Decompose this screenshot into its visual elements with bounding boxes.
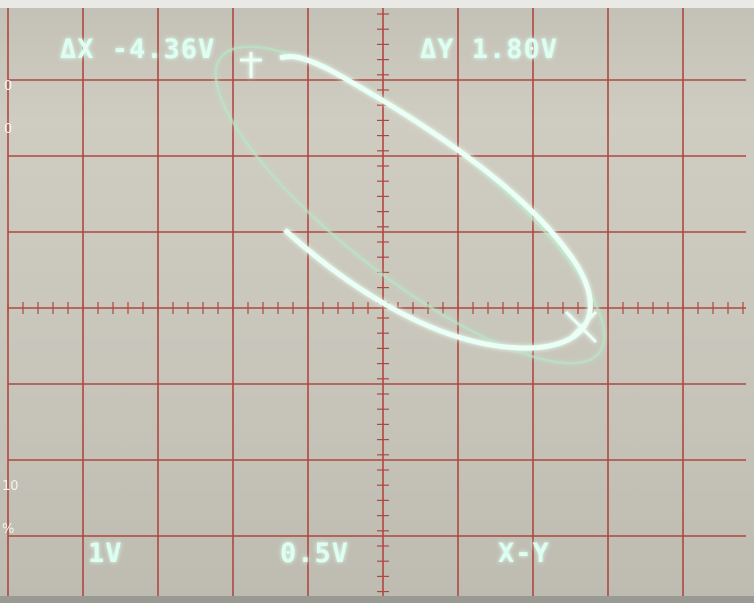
delta-y-readout: ΔY 1.80V: [420, 34, 558, 65]
bezel-top: [0, 0, 754, 8]
display-mode: X-Y: [498, 538, 550, 569]
scale-mark: 0: [4, 122, 12, 137]
ch1-scale: 1V: [88, 538, 123, 569]
scale-mark: 0: [4, 79, 12, 94]
scale-mark: 10: [2, 479, 19, 494]
scope-screen: ΔX -4.36V ΔY 1.80V 1V 0.5V X-Y 0 0 10 %: [0, 0, 754, 603]
delta-x-readout: ΔX -4.36V: [60, 34, 215, 65]
ch2-scale: 0.5V: [280, 538, 349, 569]
bezel-bottom: [0, 596, 754, 603]
scale-mark: %: [2, 522, 14, 537]
